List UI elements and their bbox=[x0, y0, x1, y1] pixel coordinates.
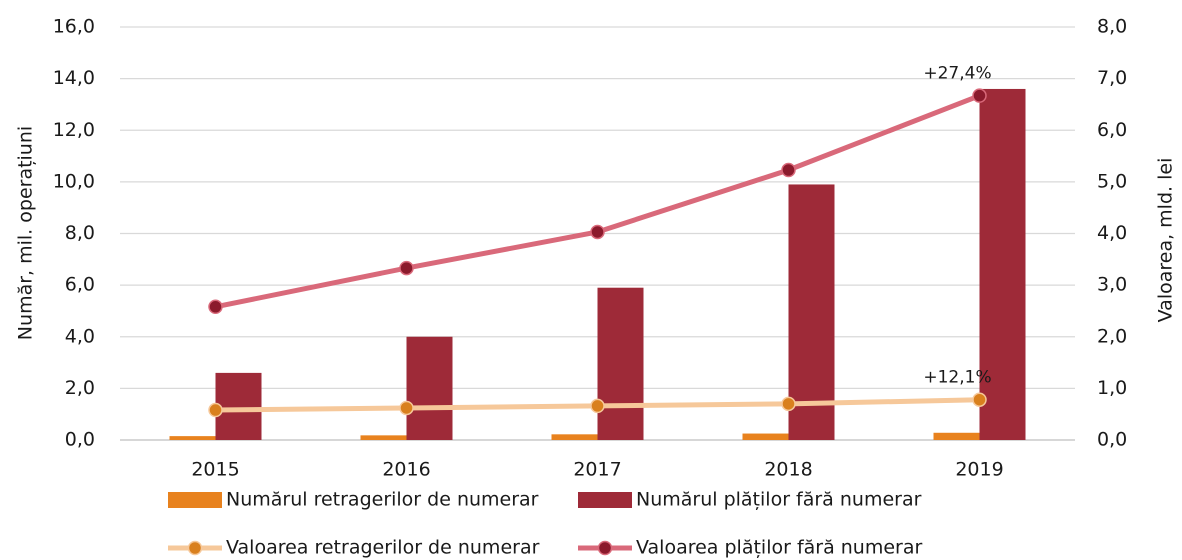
legend-label: Numărul plăților fără numerar bbox=[636, 489, 922, 511]
y-tick-label: 14,0 bbox=[53, 67, 95, 89]
y-tick-label: 10,0 bbox=[53, 170, 95, 192]
y2-tick-label: 3,0 bbox=[1097, 274, 1127, 296]
legend-label: Numărul retragerilor de numerar bbox=[226, 489, 539, 511]
line-marker bbox=[399, 260, 414, 276]
y-axis-title: Număr, mil. operațiuni bbox=[15, 126, 37, 340]
y-tick-label: 0,0 bbox=[65, 429, 95, 451]
annotation: +12,1% bbox=[923, 368, 991, 388]
line-marker bbox=[590, 224, 605, 240]
y2-tick-label: 1,0 bbox=[1097, 377, 1127, 399]
x-tick-label: 2015 bbox=[191, 459, 239, 481]
bar bbox=[933, 432, 980, 440]
bar bbox=[406, 336, 453, 440]
bar bbox=[360, 435, 407, 440]
legend-swatch bbox=[168, 492, 222, 508]
line-series bbox=[215, 93, 981, 310]
bar bbox=[169, 436, 216, 440]
bar bbox=[215, 372, 262, 440]
y-tick-label: 16,0 bbox=[53, 16, 95, 38]
line-marker bbox=[208, 402, 223, 418]
y2-tick-label: 7,0 bbox=[1097, 67, 1127, 89]
y2-tick-label: 0,0 bbox=[1097, 429, 1127, 451]
legend-marker bbox=[597, 540, 613, 556]
annotation: +27,4% bbox=[923, 64, 991, 84]
y2-axis-title: Valoarea, mld. lei bbox=[1155, 158, 1177, 323]
bar bbox=[979, 88, 1026, 440]
y-tick-label: 4,0 bbox=[65, 325, 95, 347]
line-marker bbox=[399, 400, 414, 416]
line-marker bbox=[590, 398, 605, 414]
y2-tick-label: 6,0 bbox=[1097, 119, 1127, 141]
bar bbox=[551, 434, 598, 440]
bar bbox=[597, 287, 644, 440]
x-tick-label: 2018 bbox=[764, 459, 812, 481]
legend-marker bbox=[187, 540, 203, 556]
line-marker bbox=[972, 88, 987, 103]
line-marker bbox=[781, 396, 796, 412]
line-marker bbox=[781, 162, 796, 178]
bar bbox=[742, 433, 789, 440]
line-marker bbox=[208, 299, 223, 315]
y-tick-label: 12,0 bbox=[53, 119, 95, 141]
x-tick-label: 2017 bbox=[573, 459, 621, 481]
y-tick-label: 2,0 bbox=[65, 377, 95, 399]
x-tick-label: 2016 bbox=[382, 459, 430, 481]
y-tick-label: 6,0 bbox=[65, 274, 95, 296]
legend-swatch bbox=[578, 492, 632, 508]
y-tick-label: 8,0 bbox=[65, 222, 95, 244]
legend-label: Valoarea plăților fără numerar bbox=[636, 537, 923, 559]
bar bbox=[788, 184, 835, 440]
line-marker bbox=[972, 392, 987, 407]
y2-tick-label: 4,0 bbox=[1097, 222, 1127, 244]
legend-label: Valoarea retragerilor de numerar bbox=[226, 537, 540, 559]
y2-tick-label: 8,0 bbox=[1097, 16, 1127, 38]
x-tick-label: 2019 bbox=[955, 459, 1003, 481]
y2-tick-label: 5,0 bbox=[1097, 170, 1127, 192]
y2-tick-label: 2,0 bbox=[1097, 325, 1127, 347]
